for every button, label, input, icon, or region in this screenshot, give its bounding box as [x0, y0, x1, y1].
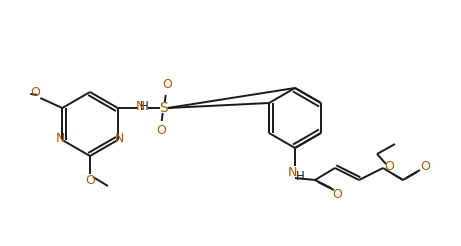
Text: H: H — [140, 99, 149, 112]
Text: O: O — [30, 87, 40, 99]
Text: N: N — [56, 133, 65, 145]
Text: O: O — [420, 160, 430, 173]
Text: H: H — [296, 169, 304, 183]
Text: O: O — [156, 124, 165, 138]
Text: N: N — [136, 99, 145, 112]
Text: S: S — [160, 101, 168, 115]
Text: O: O — [85, 173, 95, 186]
Text: N: N — [115, 133, 124, 145]
Text: O: O — [332, 188, 342, 201]
Text: O: O — [162, 78, 171, 92]
Text: O: O — [384, 159, 394, 172]
Text: N: N — [287, 166, 297, 179]
